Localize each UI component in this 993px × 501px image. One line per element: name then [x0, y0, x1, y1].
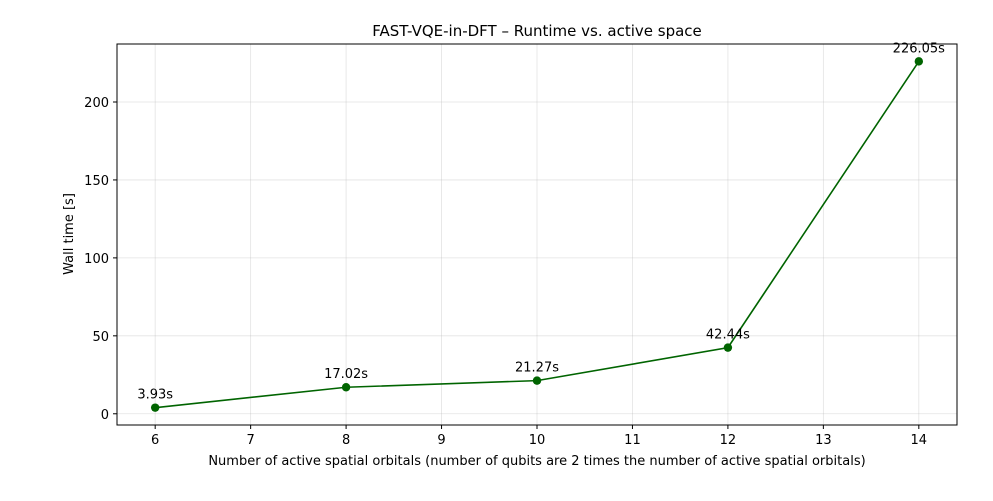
chart-title: FAST-VQE-in-DFT – Runtime vs. active spa… [372, 22, 702, 40]
x-tick-label: 8 [342, 433, 350, 448]
series: 3.93s 17.02s 21.27s 42.44s 226.05s [137, 41, 945, 412]
x-axis-label: Number of active spatial orbitals (numbe… [208, 454, 865, 469]
x-tick-label: 11 [624, 433, 641, 448]
y-tick-label: 50 [92, 330, 109, 345]
y-tick-label: 0 [101, 408, 109, 423]
data-label: 3.93s [137, 388, 173, 403]
plot-frame [116, 43, 958, 426]
data-point [150, 403, 160, 412]
data-point [532, 376, 542, 385]
x-tick-label: 14 [911, 433, 928, 448]
data-label: 21.27s [515, 361, 559, 376]
data-label: 17.02s [324, 367, 368, 382]
data-label: 42.44s [706, 328, 750, 343]
data-point [914, 57, 924, 66]
x-tick-label: 7 [246, 433, 254, 448]
x-tick-label: 13 [815, 433, 832, 448]
y-tick-label: 200 [84, 96, 109, 111]
x-tick-label: 9 [437, 433, 445, 448]
axis-ticks: 6 7 8 9 10 11 12 13 14 0 50 100 150 200 [84, 96, 927, 448]
y-tick-label: 100 [84, 252, 109, 267]
data-point [723, 343, 733, 352]
grid [117, 44, 957, 425]
y-axis-label: Wall time [s] [62, 193, 77, 275]
x-tick-label: 12 [720, 433, 737, 448]
x-tick-label: 6 [151, 433, 159, 448]
x-tick-label: 10 [529, 433, 546, 448]
data-label: 226.05s [893, 41, 945, 56]
y-tick-label: 150 [84, 174, 109, 189]
data-point [341, 383, 351, 392]
